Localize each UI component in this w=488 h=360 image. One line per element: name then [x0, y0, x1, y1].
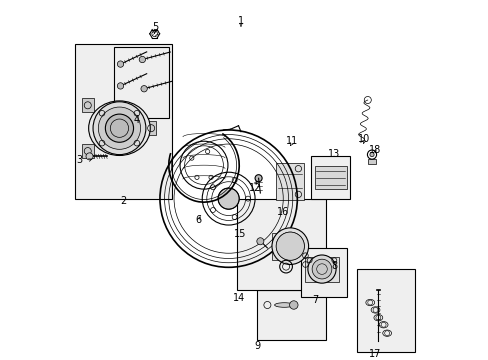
Bar — [237, 199, 325, 290]
Text: 5: 5 — [152, 22, 159, 32]
Circle shape — [141, 86, 147, 92]
Text: 6: 6 — [195, 215, 201, 225]
Text: 7: 7 — [311, 295, 317, 305]
Text: 8: 8 — [330, 261, 337, 271]
Text: 9: 9 — [254, 341, 261, 351]
Text: 18: 18 — [368, 145, 380, 155]
Circle shape — [311, 259, 331, 279]
Circle shape — [93, 102, 145, 154]
Text: 3: 3 — [77, 155, 82, 165]
Text: 12: 12 — [248, 183, 261, 193]
Circle shape — [369, 153, 373, 157]
Circle shape — [86, 153, 93, 160]
Circle shape — [98, 107, 141, 149]
Bar — [144, 121, 156, 135]
Text: 4: 4 — [134, 116, 140, 125]
Circle shape — [117, 61, 123, 67]
Bar — [75, 44, 172, 199]
Text: 16: 16 — [277, 207, 289, 217]
Text: 10: 10 — [357, 134, 369, 144]
Circle shape — [255, 175, 262, 182]
Ellipse shape — [88, 101, 150, 156]
Text: 1: 1 — [238, 16, 244, 26]
Circle shape — [276, 232, 304, 260]
Text: 11: 11 — [285, 135, 298, 145]
Bar — [271, 233, 293, 260]
Circle shape — [218, 188, 239, 209]
Text: 14: 14 — [232, 293, 244, 303]
Bar — [276, 163, 304, 200]
Circle shape — [276, 232, 304, 260]
Bar — [311, 156, 349, 199]
Circle shape — [289, 301, 297, 309]
Bar — [300, 248, 346, 297]
Ellipse shape — [274, 303, 293, 307]
Bar — [256, 290, 325, 339]
Circle shape — [256, 238, 264, 245]
Text: 2: 2 — [120, 197, 126, 206]
Bar — [367, 159, 375, 165]
Text: 17: 17 — [368, 348, 380, 359]
Circle shape — [139, 56, 145, 63]
Bar — [114, 47, 168, 118]
Circle shape — [105, 114, 133, 142]
Circle shape — [117, 83, 123, 89]
Bar — [314, 166, 346, 189]
Circle shape — [307, 255, 335, 283]
Circle shape — [281, 237, 299, 255]
Bar — [356, 269, 414, 352]
Bar — [82, 144, 94, 158]
Circle shape — [271, 228, 308, 265]
Bar — [82, 98, 94, 112]
Bar — [305, 257, 338, 283]
Text: 15: 15 — [234, 229, 246, 239]
Text: 13: 13 — [327, 149, 340, 158]
